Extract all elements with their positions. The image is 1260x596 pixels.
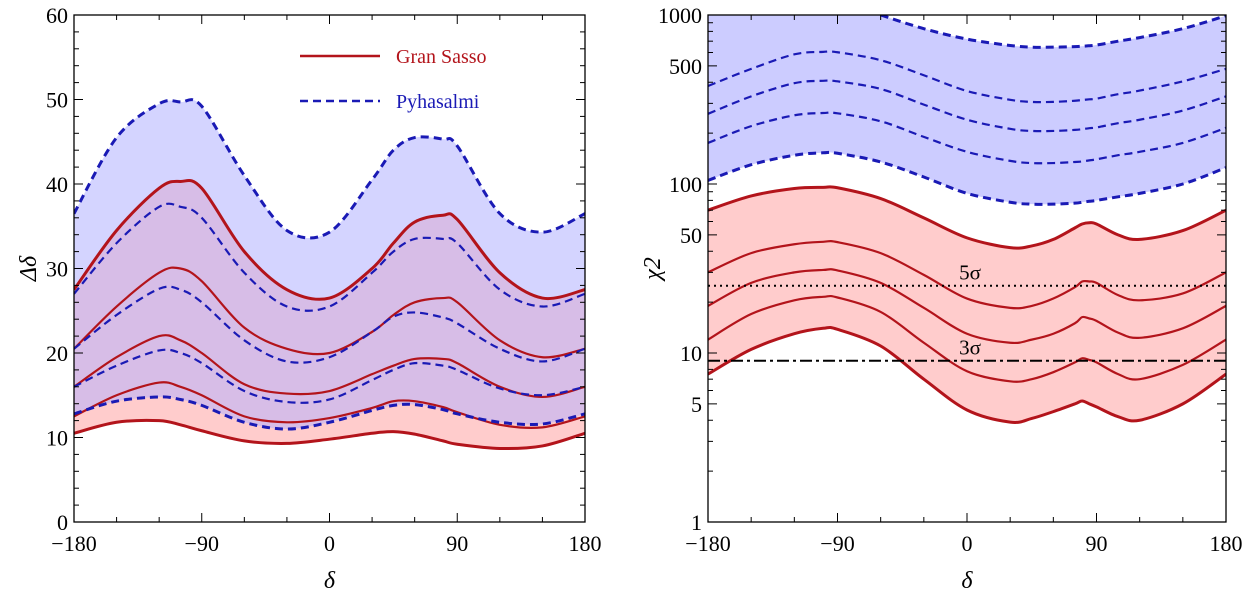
legend-label-0: Gran Sasso <box>396 46 487 68</box>
left-x-tick-label: 90 <box>446 531 468 556</box>
left-line-pyhasalmi-2 <box>74 348 585 404</box>
left-x-tick-label: −90 <box>185 531 219 556</box>
right-sigma-annotations: 5σ 3σ <box>708 261 1226 362</box>
right-gran-sasso-band <box>708 186 1226 423</box>
left-y-tick-label: 50 <box>46 88 68 113</box>
left-y-tick-label: 10 <box>46 426 68 451</box>
right-line-pyhasalmi-3 <box>708 79 1226 133</box>
left-y-axis-title: Δδ <box>16 255 42 282</box>
left-line-gran-sasso-5 <box>74 178 585 301</box>
left-y-tick-label: 20 <box>46 341 68 366</box>
left-line-pyhasalmi-1 <box>74 395 585 431</box>
left-overlap-band <box>74 180 585 430</box>
left-band-fills <box>74 99 585 449</box>
left-legend: Gran Sasso Pyhasalmi <box>300 46 487 113</box>
right-line-pyhasalmi-1 <box>708 150 1226 206</box>
right-line-gran-sasso-1 <box>708 325 1226 424</box>
right-line-gran-sasso-2 <box>708 294 1226 383</box>
left-line-gran-sasso-3 <box>74 334 585 399</box>
right-axis-ticks: −180 −90 0 90 180 1 5 10 50 100 500 1000 <box>658 3 1243 556</box>
right-line-gran-sasso-3 <box>708 268 1226 345</box>
left-line-gran-sasso-2 <box>74 381 585 430</box>
left-line-gran-sasso-4 <box>74 266 585 359</box>
left-y-tick-label: 0 <box>57 510 68 535</box>
sigma-label-1: 3σ <box>959 336 981 360</box>
right-y-axis-title: χ2 <box>640 257 666 282</box>
right-y-tick-label: 1000 <box>658 3 702 28</box>
right-y-tick-label: 500 <box>669 54 702 79</box>
left-line-gran-sasso-1 <box>74 418 585 451</box>
right-x-tick-label: 180 <box>1210 531 1243 556</box>
left-line-pyhasalmi-3 <box>74 285 585 364</box>
left-y-tick-label: 30 <box>46 257 68 282</box>
right-line-pyhasalmi-2 <box>708 111 1226 165</box>
left-axis-titles: δ Δδ <box>16 255 336 594</box>
right-y-tick-label: 50 <box>680 223 702 248</box>
right-line-gran-sasso-4 <box>708 239 1226 310</box>
left-x-tick-label: 180 <box>569 531 602 556</box>
legend-label-1: Pyhasalmi <box>396 91 480 113</box>
right-x-tick-label: 90 <box>1086 531 1108 556</box>
left-x-axis-title: δ <box>324 568 336 594</box>
right-panel: 5σ 3σ −180 −90 0 90 180 1 5 10 50 100 500 1000 δ χ2 <box>640 3 1243 594</box>
right-pyhasalmi-band <box>708 15 1226 205</box>
left-line-pyhasalmi-4 <box>74 202 585 312</box>
left-series-lines <box>74 98 585 451</box>
right-y-tick-label: 10 <box>680 341 702 366</box>
left-y-tick-label: 40 <box>46 172 68 197</box>
right-x-tick-label: −180 <box>685 531 730 556</box>
left-line-pyhasalmi-5 <box>74 98 585 240</box>
right-y-tick-label: 1 <box>691 510 702 535</box>
right-line-pyhasalmi-5 <box>880 15 1226 49</box>
left-panel: −180 −90 0 90 180 0 10 20 30 40 50 60 Gran Sasso Pyh… <box>16 3 602 594</box>
right-y-tick-label: 100 <box>669 172 702 197</box>
left-x-tick-label: 0 <box>324 531 335 556</box>
right-series-lines <box>708 15 1226 424</box>
right-line-pyhasalmi-4 <box>708 50 1226 104</box>
left-x-tick-label: −180 <box>51 531 96 556</box>
sigma-label-0: 5σ <box>959 261 981 285</box>
right-x-tick-label: −90 <box>820 531 854 556</box>
right-axis-titles: δ χ2 <box>640 257 973 594</box>
right-x-axis-title: δ <box>961 568 973 594</box>
right-x-tick-label: 0 <box>962 531 973 556</box>
right-y-tick-label: 5 <box>691 392 702 417</box>
left-axis-ticks: −180 −90 0 90 180 0 10 20 30 40 50 60 <box>46 3 602 556</box>
left-y-tick-label: 60 <box>46 3 68 28</box>
right-line-gran-sasso-5 <box>708 185 1226 250</box>
